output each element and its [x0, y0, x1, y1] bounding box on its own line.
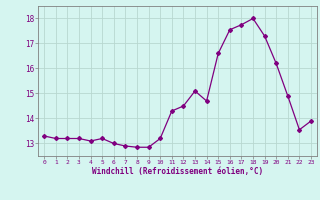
- X-axis label: Windchill (Refroidissement éolien,°C): Windchill (Refroidissement éolien,°C): [92, 167, 263, 176]
